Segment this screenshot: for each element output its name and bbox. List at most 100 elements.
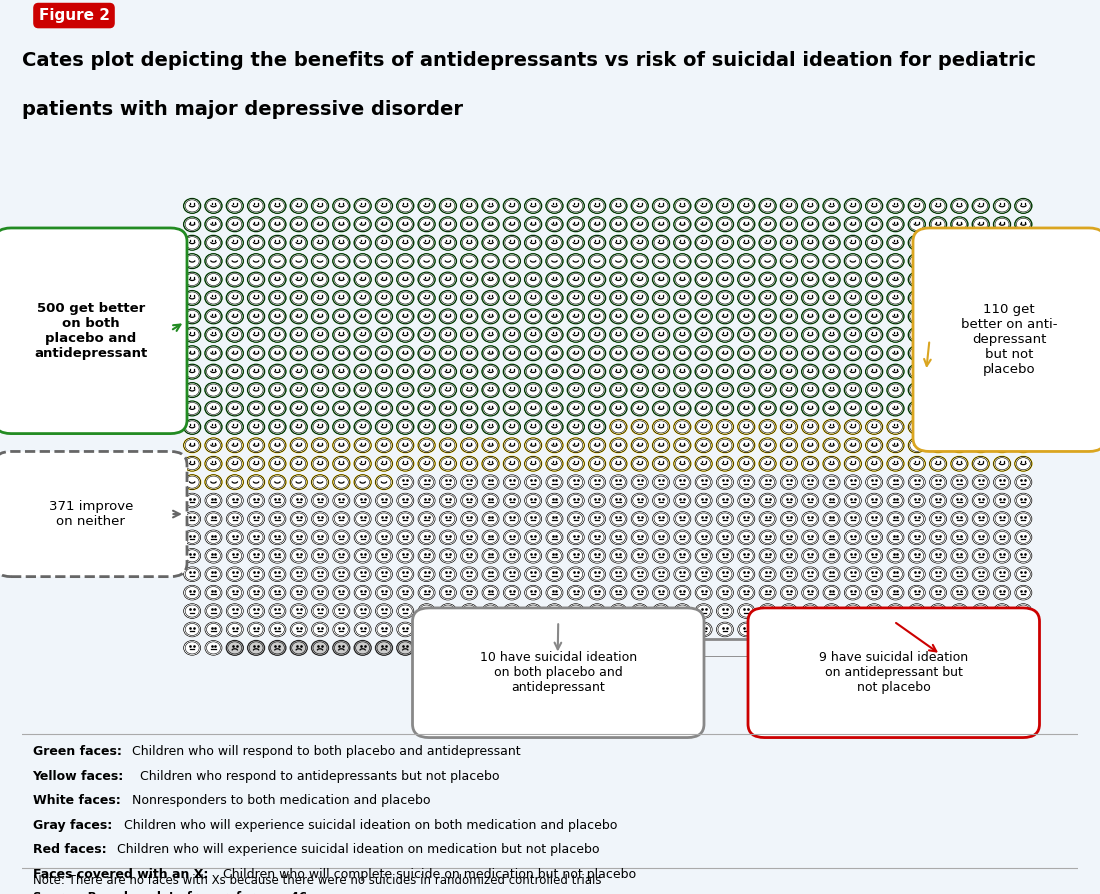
- Circle shape: [268, 401, 286, 416]
- Circle shape: [504, 567, 520, 582]
- Circle shape: [441, 366, 455, 377]
- Circle shape: [439, 419, 456, 434]
- Circle shape: [782, 623, 796, 636]
- Circle shape: [184, 198, 200, 214]
- Circle shape: [718, 623, 732, 636]
- Circle shape: [461, 419, 477, 434]
- Circle shape: [675, 421, 690, 433]
- Circle shape: [397, 493, 414, 508]
- Circle shape: [866, 475, 882, 490]
- Circle shape: [609, 419, 627, 434]
- Circle shape: [1016, 605, 1031, 617]
- Circle shape: [782, 329, 796, 341]
- Circle shape: [569, 347, 583, 359]
- Circle shape: [802, 235, 818, 250]
- Circle shape: [718, 586, 732, 599]
- Circle shape: [867, 605, 881, 617]
- Circle shape: [695, 438, 712, 452]
- Circle shape: [953, 513, 967, 525]
- Circle shape: [525, 254, 541, 268]
- Circle shape: [568, 456, 584, 471]
- FancyBboxPatch shape: [0, 451, 187, 577]
- Circle shape: [909, 493, 925, 508]
- Circle shape: [207, 274, 220, 285]
- Circle shape: [228, 402, 242, 415]
- Circle shape: [184, 346, 200, 360]
- Circle shape: [314, 531, 327, 544]
- Circle shape: [654, 329, 668, 341]
- Circle shape: [525, 567, 541, 582]
- Circle shape: [780, 622, 798, 637]
- Circle shape: [334, 329, 349, 341]
- Circle shape: [311, 622, 329, 637]
- Circle shape: [397, 548, 414, 563]
- Circle shape: [377, 274, 390, 285]
- Circle shape: [311, 548, 329, 563]
- Circle shape: [996, 366, 1009, 377]
- Circle shape: [1016, 218, 1031, 231]
- Circle shape: [974, 569, 988, 580]
- Circle shape: [504, 456, 520, 471]
- Circle shape: [248, 438, 265, 452]
- Circle shape: [675, 218, 690, 231]
- Circle shape: [462, 347, 476, 359]
- Circle shape: [1015, 419, 1032, 434]
- Circle shape: [461, 383, 477, 398]
- Circle shape: [227, 327, 243, 342]
- Circle shape: [889, 292, 902, 304]
- Circle shape: [248, 456, 265, 471]
- Circle shape: [889, 329, 902, 341]
- Circle shape: [314, 458, 327, 469]
- Circle shape: [846, 439, 860, 451]
- Circle shape: [760, 531, 774, 544]
- Circle shape: [674, 493, 691, 508]
- Circle shape: [909, 567, 925, 582]
- Circle shape: [398, 642, 412, 654]
- Circle shape: [609, 586, 627, 600]
- Circle shape: [695, 548, 712, 563]
- Circle shape: [568, 493, 584, 508]
- Circle shape: [803, 329, 817, 341]
- Circle shape: [334, 237, 349, 249]
- Circle shape: [249, 218, 263, 231]
- Circle shape: [441, 477, 455, 488]
- Circle shape: [354, 548, 371, 563]
- Circle shape: [397, 346, 414, 360]
- Circle shape: [271, 439, 285, 451]
- Circle shape: [377, 642, 390, 654]
- Circle shape: [590, 586, 604, 599]
- Circle shape: [355, 237, 370, 249]
- Circle shape: [950, 254, 968, 268]
- Circle shape: [504, 383, 520, 398]
- Circle shape: [632, 384, 647, 396]
- Circle shape: [482, 511, 499, 527]
- Circle shape: [609, 383, 627, 398]
- Circle shape: [249, 458, 263, 469]
- Circle shape: [504, 272, 520, 287]
- Circle shape: [802, 419, 818, 434]
- Circle shape: [526, 347, 540, 359]
- Circle shape: [993, 383, 1011, 398]
- Circle shape: [482, 548, 499, 563]
- Circle shape: [930, 456, 947, 471]
- FancyArrowPatch shape: [554, 624, 561, 649]
- Circle shape: [803, 477, 817, 488]
- Circle shape: [612, 513, 626, 525]
- Circle shape: [802, 401, 818, 416]
- Circle shape: [632, 366, 647, 377]
- Circle shape: [248, 254, 265, 268]
- Circle shape: [418, 586, 436, 600]
- Circle shape: [184, 493, 200, 508]
- Circle shape: [780, 198, 798, 214]
- Circle shape: [887, 493, 904, 508]
- Circle shape: [248, 530, 265, 544]
- Circle shape: [588, 438, 606, 452]
- Circle shape: [398, 513, 412, 525]
- Circle shape: [1016, 200, 1031, 212]
- Circle shape: [759, 291, 777, 306]
- Circle shape: [548, 347, 561, 359]
- Circle shape: [228, 366, 242, 377]
- Circle shape: [505, 569, 519, 580]
- Circle shape: [889, 605, 902, 617]
- Circle shape: [674, 548, 691, 563]
